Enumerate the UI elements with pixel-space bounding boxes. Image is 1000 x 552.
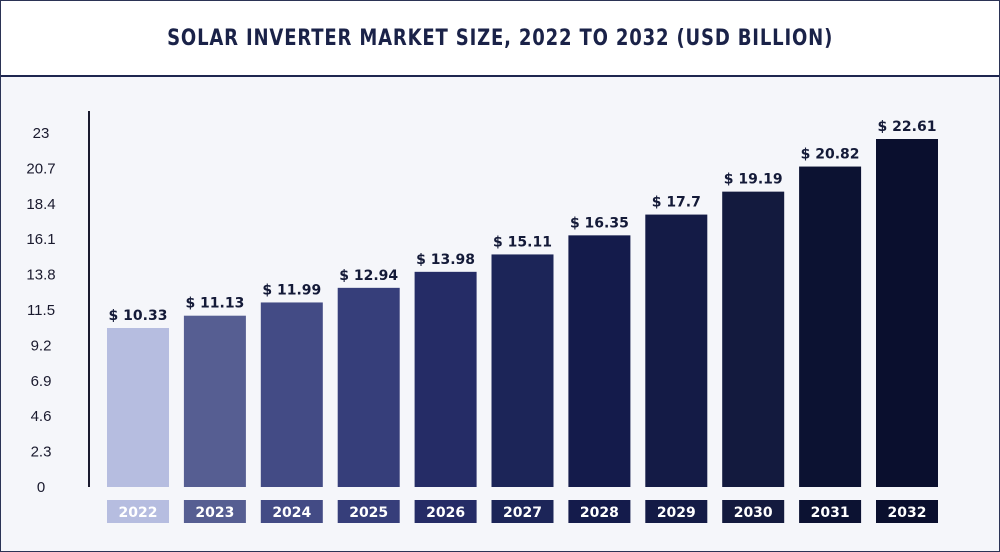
bar-2028 [568, 235, 631, 487]
category-box-2023 [183, 500, 246, 523]
x-tick-label-2029: 2029 [657, 505, 696, 521]
data-label-2027: $ 15.11 [493, 234, 552, 250]
x-tick-label-2022: 2022 [119, 505, 158, 521]
category-box-2030 [722, 500, 785, 523]
bar-2032 [876, 139, 938, 487]
x-tick-label-2024: 2024 [272, 505, 311, 521]
data-label-2032: $ 22.61 [878, 119, 937, 135]
bar-2029 [645, 214, 708, 487]
y-tick-label: 16.1 [26, 231, 55, 248]
category-box-2027 [491, 500, 554, 523]
y-tick-label: 9.2 [31, 337, 52, 354]
x-tick-label-2027: 2027 [503, 505, 542, 521]
bar-2024 [260, 302, 323, 487]
category-box-2031 [799, 500, 862, 523]
bar-chart: 0 2.3 4.6 6.9 9.2 11.5 13.8 16.1 18.4 20.7 23 $ 10.… [26, 111, 938, 523]
data-label-2026: $ 13.98 [416, 252, 475, 268]
y-tick-label: 0 [37, 479, 45, 496]
y-tick-label: 23 [33, 125, 50, 142]
bar-2026 [414, 271, 477, 487]
y-tick-label: 20.7 [26, 160, 55, 177]
y-tick-label: 6.9 [31, 373, 52, 390]
bar-2027 [491, 254, 554, 487]
bar-2022 [107, 328, 169, 487]
x-tick-label-2025: 2025 [349, 505, 388, 521]
data-label-2023: $ 11.13 [185, 296, 244, 312]
data-label-2022: $ 10.33 [109, 308, 168, 324]
data-label-2030: $ 19.19 [724, 172, 783, 188]
y-tick-label: 2.3 [31, 444, 52, 461]
x-tick-label-2032: 2032 [888, 505, 927, 521]
x-tick-label-2031: 2031 [811, 505, 850, 521]
data-label-2025: $ 12.94 [339, 268, 398, 284]
chart-header: SOLAR INVERTER MARKET SIZE, 2022 TO 2032… [1, 1, 999, 77]
data-label-2031: $ 20.82 [801, 147, 860, 163]
data-label-2024: $ 11.99 [262, 282, 321, 298]
category-box-2024 [260, 500, 323, 523]
category-box-2025 [337, 500, 400, 523]
x-tick-label-2030: 2030 [734, 505, 773, 521]
y-tick-label: 4.6 [31, 408, 52, 425]
bar-2031 [799, 166, 862, 487]
x-tick-label-2023: 2023 [195, 505, 234, 521]
data-label-2028: $ 16.35 [570, 215, 629, 231]
category-box-2029 [645, 500, 708, 523]
y-tick-label: 18.4 [26, 196, 55, 213]
category-box-2022 [107, 500, 169, 523]
category-box-2032 [876, 500, 938, 523]
bar-2030 [722, 191, 785, 487]
x-tick-label-2028: 2028 [580, 505, 619, 521]
data-label-2029: $ 17.7 [652, 195, 701, 211]
bar-2025 [337, 287, 400, 487]
category-box-2028 [568, 500, 631, 523]
x-tick-label-2026: 2026 [426, 505, 465, 521]
bar-2023 [183, 315, 246, 487]
y-tick-label: 11.5 [27, 302, 55, 319]
y-tick-label: 13.8 [26, 267, 55, 284]
category-box-2026 [414, 500, 477, 523]
chart-title: SOLAR INVERTER MARKET SIZE, 2022 TO 2032… [166, 25, 834, 51]
